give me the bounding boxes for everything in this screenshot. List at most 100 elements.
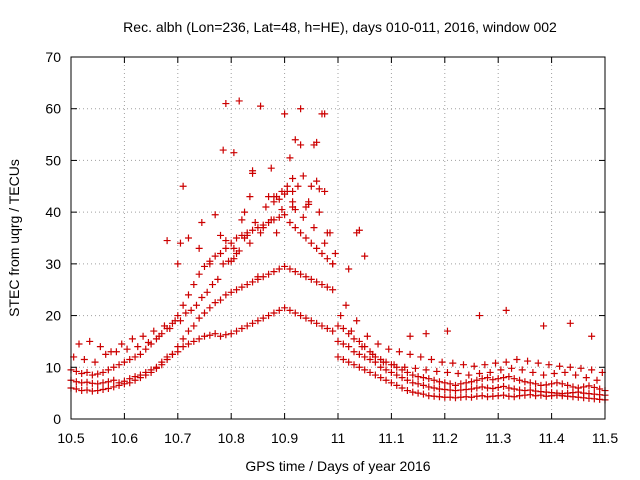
data-point <box>238 325 246 332</box>
data-point <box>329 260 337 268</box>
data-point <box>387 379 395 387</box>
data-point <box>323 229 331 237</box>
data-point <box>355 363 363 371</box>
data-point <box>534 359 542 367</box>
y-tick-label: 30 <box>45 256 61 272</box>
data-point <box>126 356 134 364</box>
data-point <box>345 358 353 366</box>
data-point <box>350 348 358 356</box>
data-point <box>203 288 211 296</box>
x-tick-labels: 10.5 10.6 10.7 10.8 10.9 11 11.1 11.2 11.3 11.4 11… <box>57 430 618 446</box>
x-tick-label: 11.3 <box>485 430 511 446</box>
y-tick-label: 50 <box>45 152 61 168</box>
data-point <box>281 211 289 219</box>
data-point <box>510 385 518 393</box>
data-point <box>174 343 182 351</box>
data-point <box>355 350 363 358</box>
data-point <box>233 286 241 294</box>
data-point <box>249 169 257 177</box>
data-point <box>518 366 526 374</box>
data-point <box>115 381 123 389</box>
data-point <box>78 369 86 377</box>
data-point <box>270 268 278 276</box>
data-point <box>227 239 235 247</box>
x-tick-label: 11.4 <box>538 430 564 446</box>
data-point <box>438 358 446 366</box>
data-point <box>289 198 297 206</box>
data-point <box>243 322 251 330</box>
data-point <box>262 203 270 211</box>
data-point <box>564 381 572 389</box>
data-point <box>166 325 174 332</box>
x-tick-label: 11.5 <box>592 430 618 446</box>
data-point <box>462 379 470 387</box>
data-point <box>484 374 492 382</box>
data-point <box>83 378 91 386</box>
data-point <box>217 250 225 258</box>
data-point <box>390 361 398 369</box>
data-point <box>182 309 190 317</box>
data-point <box>329 327 337 335</box>
data-point <box>219 260 227 268</box>
data-point <box>243 281 251 289</box>
data-point <box>310 141 318 149</box>
data-point <box>131 376 139 384</box>
data-point <box>398 374 406 382</box>
data-point <box>321 187 329 195</box>
data-point <box>577 364 585 372</box>
data-point <box>230 244 238 252</box>
data-point <box>160 322 168 330</box>
data-point <box>382 366 390 374</box>
data-point <box>190 337 198 345</box>
data-point <box>243 231 251 239</box>
data-point <box>422 330 430 338</box>
data-point <box>481 361 489 369</box>
data-point <box>443 368 451 376</box>
data-point <box>414 373 422 381</box>
data-point <box>187 306 195 314</box>
data-point <box>403 376 411 384</box>
data-point <box>176 239 184 247</box>
data-point <box>339 325 347 332</box>
data-point <box>377 363 385 371</box>
data-point <box>500 382 508 390</box>
data-point <box>508 364 516 372</box>
y-tick-labels: 0 10 20 30 40 50 60 70 <box>45 49 61 427</box>
data-point <box>342 301 350 309</box>
data-point <box>230 255 238 263</box>
x-tick-label: 10.9 <box>271 430 298 446</box>
data-point <box>297 105 305 113</box>
data-point <box>422 366 430 374</box>
data-point <box>86 337 94 345</box>
data-point <box>195 335 203 343</box>
data-point <box>558 380 566 388</box>
data-point <box>406 350 414 358</box>
data-point <box>582 374 590 382</box>
data-point <box>139 332 147 340</box>
x-tick-label: 10.8 <box>218 430 245 446</box>
data-point <box>353 317 361 325</box>
data-point <box>206 304 214 312</box>
data-point <box>299 172 307 180</box>
data-point <box>347 327 355 335</box>
data-point <box>417 353 425 361</box>
data-point <box>275 265 283 273</box>
data-point <box>158 361 166 369</box>
data-point <box>227 288 235 296</box>
data-point <box>478 383 486 391</box>
data-point <box>321 110 329 118</box>
data-point <box>478 392 486 400</box>
data-point <box>83 368 91 376</box>
data-point <box>147 368 155 376</box>
data-point <box>473 376 481 384</box>
data-point <box>217 231 225 239</box>
data-point <box>403 387 411 395</box>
data-point <box>302 273 310 281</box>
data-point <box>211 211 219 219</box>
data-point <box>443 327 451 335</box>
data-point <box>430 384 438 392</box>
data-point <box>473 384 481 392</box>
data-point <box>174 312 182 320</box>
data-point <box>398 384 406 392</box>
data-point <box>195 314 203 322</box>
